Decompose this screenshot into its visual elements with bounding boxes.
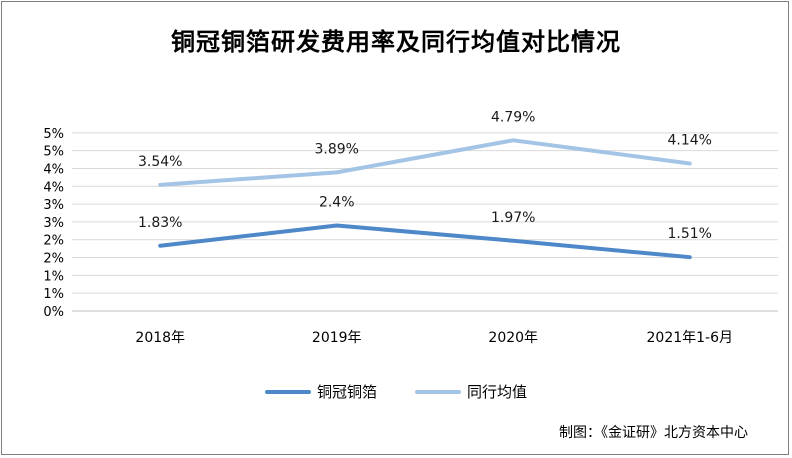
y-tick-label: 5%	[43, 127, 64, 142]
x-tick-label: 2021年1-6月	[647, 330, 734, 346]
y-tick-label: 3%	[43, 198, 64, 213]
y-tick-label: 4%	[43, 162, 64, 177]
data-label: 3.89%	[315, 141, 359, 157]
y-tick-label: 3%	[43, 216, 64, 231]
legend: 铜冠铜箔 同行均值	[0, 381, 792, 402]
x-tick-label: 2020年	[488, 330, 538, 346]
chart-title: 铜冠铜箔研发费用率及同行均值对比情况	[171, 28, 621, 56]
series-lines	[158, 138, 692, 260]
y-tick-label: 2%	[43, 234, 64, 249]
legend-label-peer-average: 同行均值	[467, 383, 528, 401]
series-line-company	[158, 223, 692, 260]
legend-item-company: 铜冠铜箔	[264, 381, 377, 402]
y-tick-label: 4%	[43, 180, 64, 195]
data-label: 2.4%	[319, 194, 355, 210]
data-label: 1.51%	[668, 226, 712, 242]
data-label: 3.54%	[138, 154, 182, 170]
source-note: 制图：《金证研》北方资本中心	[559, 425, 748, 441]
y-tick-label: 5%	[43, 145, 64, 160]
y-axis-ticks: 0% 1% 1% 2% 2% 3% 3% 4% 4% 5% 5%	[43, 127, 64, 320]
y-tick-label: 1%	[43, 269, 64, 284]
data-label: 1.97%	[491, 210, 535, 226]
legend-swatch-company	[264, 389, 311, 394]
x-axis-ticks: 2018年 2019年 2020年 2021年1-6月	[135, 330, 733, 346]
x-tick-label: 2019年	[312, 330, 362, 346]
data-label: 4.14%	[668, 132, 712, 148]
data-label: 1.83%	[138, 215, 182, 231]
x-tick-label: 2018年	[135, 330, 185, 346]
data-label: 4.79%	[491, 109, 535, 125]
y-tick-label: 2%	[43, 252, 64, 267]
legend-label-company: 铜冠铜箔	[316, 383, 377, 401]
y-tick-label: 0%	[43, 305, 64, 320]
series-line-peer-average	[158, 138, 692, 187]
legend-item-peer-average: 同行均值	[415, 381, 527, 402]
gridlines	[72, 132, 778, 312]
legend-swatch-peer-average	[415, 389, 461, 394]
data-labels: 1.83% 2.4% 1.97% 1.51% 3.54% 3.89% 4.79% 4.14%	[138, 109, 712, 242]
y-tick-label: 1%	[43, 287, 64, 302]
